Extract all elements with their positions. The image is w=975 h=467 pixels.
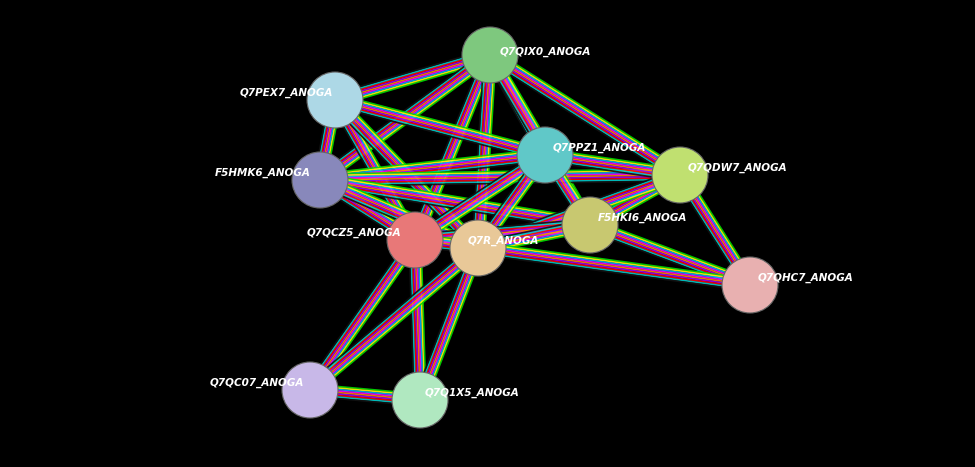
Circle shape xyxy=(722,257,778,313)
Circle shape xyxy=(652,147,708,203)
Circle shape xyxy=(517,127,573,183)
Text: Q7QIX0_ANOGA: Q7QIX0_ANOGA xyxy=(500,47,592,57)
Circle shape xyxy=(282,362,338,418)
Circle shape xyxy=(562,197,618,253)
Text: Q7QHC7_ANOGA: Q7QHC7_ANOGA xyxy=(758,273,854,283)
Text: Q7PPZ1_ANOGA: Q7PPZ1_ANOGA xyxy=(553,143,646,153)
Text: Q7QCZ5_ANOGA: Q7QCZ5_ANOGA xyxy=(307,228,402,238)
Circle shape xyxy=(462,27,518,83)
Circle shape xyxy=(392,372,448,428)
Circle shape xyxy=(292,152,348,208)
Text: Q7PEX7_ANOGA: Q7PEX7_ANOGA xyxy=(240,88,333,98)
Text: Q7QC07_ANOGA: Q7QC07_ANOGA xyxy=(210,378,304,388)
Text: Q7Q1X5_ANOGA: Q7Q1X5_ANOGA xyxy=(425,388,520,398)
Text: F5HMK6_ANOGA: F5HMK6_ANOGA xyxy=(215,168,311,178)
Text: F5HKI6_ANOGA: F5HKI6_ANOGA xyxy=(598,213,687,223)
Text: Q7R_ANOGA: Q7R_ANOGA xyxy=(468,236,539,246)
Circle shape xyxy=(387,212,443,268)
Circle shape xyxy=(307,72,363,128)
Circle shape xyxy=(450,220,506,276)
Text: Q7QDW7_ANOGA: Q7QDW7_ANOGA xyxy=(688,163,788,173)
